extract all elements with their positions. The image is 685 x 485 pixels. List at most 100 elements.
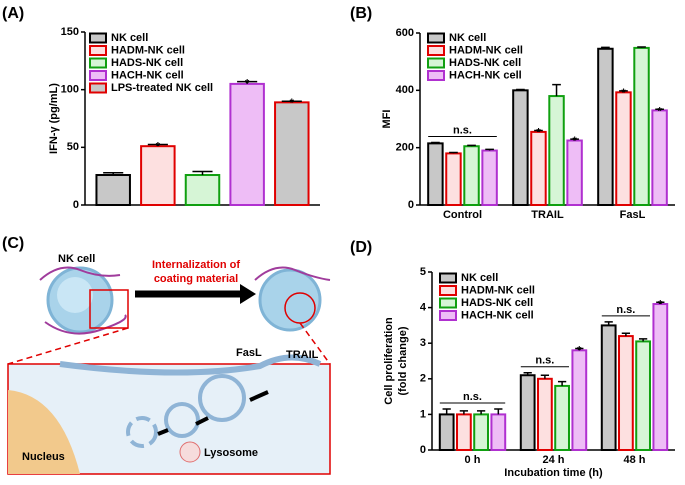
error-bar (557, 380, 567, 386)
bar (427, 142, 444, 207)
coating (254, 266, 331, 281)
legend-swatch (439, 285, 457, 296)
legend-label: NK cell (461, 272, 498, 284)
nk-cell (258, 268, 322, 332)
y-tick-label: 3 (420, 337, 426, 349)
error-bar (431, 141, 440, 144)
vesicle (126, 416, 158, 448)
y-tick-label: 600 (396, 27, 414, 39)
error-bar (476, 410, 486, 415)
bar (651, 109, 668, 206)
panel-label: (A) (2, 5, 24, 22)
legend-label: HADS-NK cell (449, 57, 521, 69)
zoom-box (89, 289, 129, 329)
bar (456, 413, 472, 451)
y-tick-label: 5 (420, 266, 426, 278)
error-bar (621, 332, 631, 337)
bar (652, 303, 669, 452)
bar (597, 47, 614, 207)
legend-swatch (439, 310, 457, 321)
zoom-lines (7, 322, 331, 365)
error-bar (449, 151, 458, 154)
y-tick-label: 200 (396, 142, 414, 154)
panel-label: (D) (350, 239, 372, 256)
error-bar (604, 321, 613, 326)
error-bar (147, 143, 168, 147)
y-tick-label: 4 (420, 302, 427, 314)
bar (548, 95, 565, 206)
x-axis-label: Incubation time (h) (504, 467, 603, 479)
error-bar (575, 347, 584, 351)
error-bar (656, 301, 665, 305)
y-tick-label: 0 (408, 199, 414, 211)
legend-label: NK cell (449, 32, 486, 44)
bar (530, 130, 547, 206)
legend-label: HADS-NK cell (461, 297, 533, 309)
arrow-label: coating material (154, 273, 238, 285)
bar (537, 377, 553, 451)
x-tick-label: TRAIL (531, 209, 564, 221)
significance-star: * (536, 126, 541, 138)
error-bar (534, 129, 543, 132)
significance-star: * (290, 97, 295, 109)
error-bar (281, 100, 302, 103)
legend-swatch (427, 32, 445, 44)
x-tick-label: FasL (620, 209, 646, 221)
legend-swatch (89, 32, 107, 44)
cell-highlight (57, 277, 93, 313)
legend-swatch (427, 70, 445, 81)
error-bar (237, 80, 258, 84)
legend-label: NK cell (111, 32, 148, 44)
legend-swatch (89, 45, 107, 56)
significance-star: * (245, 78, 250, 90)
significance-star: * (657, 105, 662, 117)
y-tick-label: 1 (420, 408, 426, 420)
legend-swatch (89, 70, 107, 81)
bar (566, 139, 583, 206)
bar (473, 413, 489, 451)
bar (274, 101, 310, 206)
x-tick-label: 24 h (542, 454, 564, 466)
significance-star: * (572, 135, 577, 147)
y-axis-label: Cell proliferation (383, 317, 395, 405)
vesicle (164, 402, 200, 438)
y-axis-label: IFN-γ (pg/mL) (48, 83, 60, 154)
error-bar (601, 46, 610, 49)
bar (140, 145, 176, 206)
y-tick-label: 50 (67, 141, 79, 153)
bar (635, 340, 651, 452)
significance-star: * (621, 87, 626, 99)
error-bar (485, 148, 494, 151)
y-tick-label: 0 (73, 199, 79, 211)
diagram: (C) NK cell Internalization of coating m… (2, 235, 331, 475)
cell-label: NK cell (58, 253, 95, 265)
x-tick-label: Control (443, 209, 482, 221)
bar (571, 349, 588, 452)
lysosome (179, 441, 201, 463)
legend-label: HADM-NK cell (111, 44, 185, 56)
nucleus-label: Nucleus (22, 451, 65, 463)
ns-label: n.s. (453, 125, 472, 137)
bar (615, 91, 632, 206)
significance-star: * (156, 140, 161, 152)
panel-label: (C) (2, 235, 24, 252)
legend-label: LPS-treated NK cell (111, 82, 213, 94)
legend-swatch (427, 57, 445, 69)
legend-label: HACH-NK cell (111, 69, 184, 81)
legend-swatch (427, 45, 445, 56)
bar (184, 174, 221, 207)
error-bar (103, 171, 124, 176)
bar (519, 374, 536, 451)
ns-label: n.s. (463, 391, 482, 403)
legend-swatch (89, 57, 107, 69)
membrane (59, 354, 322, 376)
error-bar (655, 108, 664, 111)
bar (481, 149, 498, 207)
panel-label: (B) (350, 5, 372, 22)
vesicle (198, 374, 246, 422)
ligand-label: TRAIL (286, 349, 319, 361)
legend-swatch (439, 272, 457, 284)
y-tick-label: 400 (396, 84, 414, 96)
error-bar (494, 408, 503, 415)
